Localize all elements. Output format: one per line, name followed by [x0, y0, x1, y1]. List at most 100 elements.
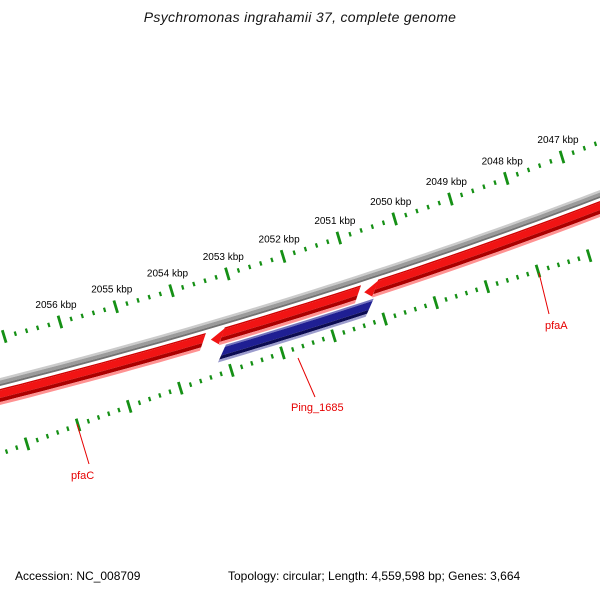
ruler-tick-major	[279, 249, 287, 264]
ruler-tick-minor	[13, 331, 18, 337]
ruler-tick-minor	[24, 328, 29, 334]
gene-arrow-pfaC[interactable]	[0, 343, 203, 405]
ruler-tick-label: 2056 kbp	[35, 300, 77, 311]
ruler-tick-minor	[47, 322, 51, 328]
ruler-tick-label: 2051 kbp	[314, 216, 356, 227]
ruler-tick-minor-inner	[188, 382, 193, 388]
ruler-tick-minor	[192, 281, 196, 287]
ruler-tick-minor	[326, 239, 330, 245]
gene-arrow-pfaC[interactable]	[0, 334, 206, 401]
gene-arrow-pfaA[interactable]	[377, 197, 600, 282]
ruler-tick-minor	[69, 316, 73, 322]
ruler-tick-minor	[214, 274, 218, 280]
ruler-tick-minor	[147, 294, 151, 300]
ruler-tick-major-inner	[279, 346, 286, 360]
ruler-tick-minor-inner	[147, 396, 152, 402]
ruler-tick-minor-inner	[362, 323, 366, 329]
gene-arrow-unnamed[interactable]	[218, 299, 357, 346]
ruler-tick-major	[447, 192, 454, 206]
ruler-tick-minor-inner	[66, 426, 70, 432]
ruler-tick-major-inner	[74, 418, 82, 432]
ruler-tick-major	[224, 267, 231, 281]
gene-arrow-unnamed-arrowhead[interactable]	[210, 328, 225, 345]
ruler-tick-minor	[537, 163, 542, 169]
ruler-tick-minor-inner	[566, 259, 571, 265]
ruler-tick-minor-inner	[464, 290, 469, 296]
ruler-tick-minor-inner	[474, 287, 479, 293]
ruler-tick-minor	[259, 260, 263, 266]
ruler-tick-minor	[415, 208, 419, 214]
gene-arrow-Ping_1685[interactable]	[224, 298, 374, 347]
ruler-tick-label: 2050 kbp	[370, 197, 412, 208]
ruler-tick-minor	[181, 284, 185, 290]
ruler-tick-minor	[571, 150, 575, 156]
ruler-tick-minor-inner	[505, 277, 510, 283]
ruler-tick-minor-inner	[372, 319, 377, 325]
genome-backbone	[0, 189, 600, 381]
ruler-tick-minor-inner	[546, 265, 550, 271]
ruler-tick-minor	[549, 158, 553, 164]
ruler-tick-minor	[493, 180, 497, 186]
ruler-tick-minor-inner	[526, 271, 530, 277]
label-leader-line	[297, 357, 316, 398]
ruler-tick-minor-inner	[250, 360, 254, 366]
ruler-tick-major-inner	[177, 381, 184, 395]
ruler-tick-minor-inner	[35, 437, 39, 443]
ruler-tick-minor-inner	[444, 296, 448, 302]
gene-arrow-pfaA-arrowhead[interactable]	[364, 280, 379, 297]
gene-arrow-Ping_1685[interactable]	[217, 313, 367, 363]
ruler-tick-minor-inner	[219, 371, 223, 377]
ruler-tick-major-inner	[330, 329, 337, 343]
ruler-tick-minor	[203, 278, 207, 284]
ruler-tick-minor	[515, 171, 520, 177]
chart-title: Psychromonas ingrahamii 37, complete gen…	[143, 9, 457, 25]
ruler-tick-label: 2049 kbp	[426, 177, 468, 188]
ruler-tick-minor-inner	[301, 343, 305, 349]
ruler-tick-minor-inner	[45, 433, 50, 439]
ruler-tick-minor	[35, 325, 40, 331]
ruler-tick-minor-inner	[270, 353, 274, 359]
gene-arrow-pfaA[interactable]	[374, 199, 600, 290]
ruler-tick-major	[335, 231, 343, 245]
gene-label-Ping_1685[interactable]: Ping_1685	[291, 402, 344, 414]
gene-arrow-pfaC[interactable]	[0, 347, 202, 407]
ruler-tick-minor	[359, 227, 363, 233]
ruler-tick-minor-inner	[168, 389, 172, 395]
ruler-tick-minor	[303, 246, 308, 252]
ruler-tick-minor-inner	[342, 329, 346, 335]
ruler-tick-label: 2047 kbp	[537, 135, 579, 146]
gene-arrow-pfaA[interactable]	[373, 207, 600, 295]
ruler-tick-minor	[582, 145, 587, 151]
ruler-tick-major-inner	[125, 399, 133, 414]
status-accession: Accession: NC_008709	[15, 569, 141, 583]
gene-label-pfaC[interactable]: pfaC	[71, 470, 94, 482]
ruler-tick-minor	[125, 301, 129, 307]
ruler-tick-minor-inner	[311, 340, 315, 346]
ruler-tick-major-inner	[432, 295, 440, 310]
gene-arrow-pfaC[interactable]	[0, 333, 206, 392]
gene-arrow-pfaA[interactable]	[372, 212, 600, 298]
ruler-tick-label: 2052 kbp	[259, 234, 301, 245]
gene-arrow-Ping_1685[interactable]	[221, 300, 373, 356]
ruler-tick-minor	[381, 220, 386, 226]
gene-arrow-unnamed[interactable]	[224, 285, 361, 330]
ruler-tick-minor	[426, 204, 430, 210]
ruler-tick-minor	[437, 200, 441, 206]
ruler-tick-minor-inner	[403, 309, 407, 315]
ruler-tick-minor-inner	[260, 357, 264, 363]
ruler-tick-minor-inner	[393, 313, 397, 319]
ruler-tick-minor-inner	[137, 400, 142, 406]
gene-arrow-unnamed[interactable]	[219, 295, 358, 342]
ruler-tick-major	[558, 150, 566, 164]
ruler-tick-major	[112, 300, 119, 314]
gene-label-pfaA[interactable]: pfaA	[545, 320, 568, 332]
ruler-tick-major	[168, 284, 175, 298]
ruler-tick-minor	[292, 250, 296, 256]
gene-arrow-unnamed[interactable]	[221, 286, 361, 338]
ruler-tick-minor	[236, 267, 241, 273]
ruler-tick-minor	[370, 224, 375, 230]
gene-arrow-Ping_1685[interactable]	[219, 309, 369, 360]
ruler-tick-minor-inner	[107, 411, 111, 417]
ruler-tick-minor	[91, 310, 96, 316]
